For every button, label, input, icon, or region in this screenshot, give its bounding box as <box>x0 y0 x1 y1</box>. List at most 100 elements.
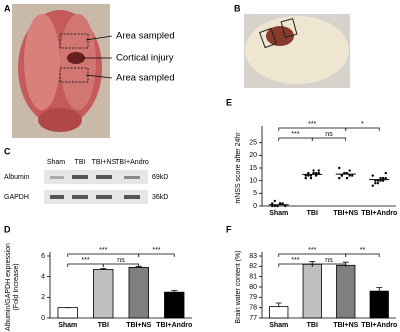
data-point <box>273 199 277 203</box>
significance-bracket <box>278 253 347 257</box>
y-tick-label: 79 <box>249 294 257 301</box>
lane-label: TBI+Andro <box>115 159 149 166</box>
data-point <box>309 174 313 177</box>
x-tick-label: TBI <box>98 322 109 329</box>
x-tick-label: TBI+Andro <box>361 210 397 217</box>
significance-bracket <box>345 127 380 131</box>
panel-label: B <box>234 3 241 13</box>
bar <box>369 290 389 319</box>
sample-box <box>280 18 298 38</box>
y-tick-label: 5 <box>253 190 257 197</box>
y-tick-label: 10 <box>249 178 257 185</box>
bands <box>50 175 140 199</box>
error-bar <box>171 290 178 293</box>
data-point <box>304 174 307 177</box>
data-point <box>304 176 307 180</box>
significance-label: *** <box>308 121 316 128</box>
significance-label: ns <box>117 257 125 264</box>
significance-label: *** <box>308 247 316 254</box>
bar <box>93 269 114 319</box>
y-tick-label: 82 <box>249 263 257 270</box>
data-point <box>317 171 320 175</box>
y-tick-label: 6 <box>41 253 45 260</box>
sample-box <box>258 27 278 49</box>
significance-label: *** <box>291 131 299 138</box>
data-point <box>276 204 279 208</box>
data-point <box>351 174 354 177</box>
bar <box>128 266 149 319</box>
data-point <box>307 174 310 177</box>
x-tick-label: Sham <box>58 322 77 329</box>
error-bar <box>100 268 107 270</box>
data-point <box>278 202 282 205</box>
significance-label: * <box>361 121 364 128</box>
slice-photo <box>245 16 349 84</box>
hemisphere <box>24 14 60 110</box>
row-label: GAPDH <box>4 194 29 201</box>
significance-label: *** <box>81 257 89 264</box>
data-point <box>340 174 344 177</box>
annotation: Area sampled <box>116 31 175 42</box>
y-tick-label: 80 <box>249 284 257 291</box>
x-tick-label: TBI+Andro <box>361 322 397 329</box>
data-point <box>384 171 387 175</box>
data-point <box>338 176 341 180</box>
injury <box>266 26 294 46</box>
annotation: Area sampled <box>116 73 175 84</box>
data-point <box>379 176 382 180</box>
y-axis-title: Albumin/GAPDH expression <box>5 243 12 331</box>
significance-bracket <box>67 253 140 257</box>
error-bar <box>376 287 383 292</box>
data-point <box>317 169 320 172</box>
y-tick-label: 20 <box>249 152 257 159</box>
panel-label: E <box>226 97 232 107</box>
data-point <box>314 171 318 175</box>
y-axis-title: mNSS score after 24hr <box>235 132 242 204</box>
annotation: Cortical injury <box>116 53 174 64</box>
x-tick-label: TBI+NS <box>333 322 358 329</box>
data-point <box>312 169 315 172</box>
significance-bracket <box>138 253 175 257</box>
significance-label: ** <box>360 247 366 254</box>
significance-bracket <box>345 253 380 257</box>
data-point <box>273 204 277 208</box>
panel-label: A <box>4 3 11 13</box>
significance-bracket <box>278 137 313 141</box>
data-point <box>348 169 351 172</box>
bar <box>336 264 356 319</box>
data-point <box>374 182 377 185</box>
y-tick-label: 0 <box>41 315 45 322</box>
lane-label: TBI+NS <box>92 159 117 166</box>
data-point <box>309 176 313 180</box>
data-point <box>312 171 315 175</box>
error-bar <box>275 302 282 307</box>
y-tick-label: 77 <box>249 315 257 322</box>
y-tick-label: 25 <box>249 140 257 147</box>
significance-label: *** <box>99 247 107 254</box>
data-point <box>376 182 380 185</box>
data-point <box>271 202 274 205</box>
data-point <box>338 166 341 170</box>
sample-box <box>59 33 89 49</box>
data-point <box>348 174 351 177</box>
x-tick-label: Sham <box>269 210 288 217</box>
y-tick-label: 81 <box>249 274 257 281</box>
significance-bracket <box>278 127 347 131</box>
data-point <box>307 171 310 175</box>
bar <box>302 263 322 319</box>
y-tick-label: 15 <box>249 165 257 172</box>
significance-bracket <box>102 263 140 267</box>
row-label: Albumin <box>4 174 29 181</box>
bar <box>269 306 289 319</box>
data-point <box>371 174 374 177</box>
injury <box>67 52 85 64</box>
bar <box>57 307 78 319</box>
panel-label: C <box>4 146 11 156</box>
y-tick-label: 83 <box>249 253 257 260</box>
cerebellum <box>38 108 82 132</box>
significance-label: *** <box>291 257 299 264</box>
size-label: 69kD <box>152 174 168 181</box>
significance-bracket <box>311 137 347 141</box>
significance-bracket <box>67 263 104 267</box>
